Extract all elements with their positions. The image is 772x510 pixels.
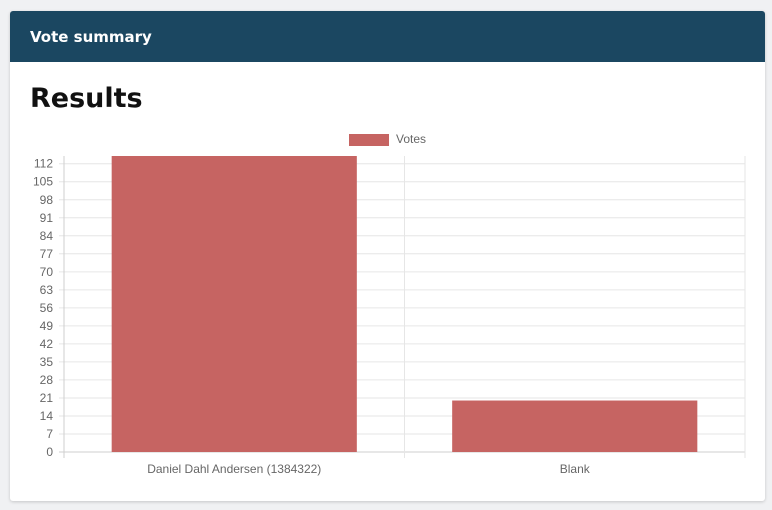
y-tick-label: 14 — [40, 409, 54, 423]
card-title: Vote summary — [30, 27, 152, 46]
y-tick-label: 77 — [40, 247, 54, 261]
x-tick-label: Blank — [560, 462, 591, 476]
x-axis: Daniel Dahl Andersen (1384322) Blank — [147, 462, 591, 476]
y-tick-label: 112 — [34, 157, 53, 171]
chart-legend[interactable]: Votes — [349, 132, 426, 146]
y-tick-label: 84 — [40, 229, 54, 243]
y-tick-label: 35 — [40, 355, 54, 369]
y-tick-label: 42 — [40, 337, 54, 351]
y-tick-label: 7 — [46, 427, 53, 441]
vote-summary-card: Vote summary Results Votes 0 7 14 21 28 35 42 4… — [10, 11, 765, 501]
results-heading: Results — [30, 83, 143, 114]
card-header: Vote summary — [10, 11, 765, 62]
y-tick-label: 98 — [40, 193, 54, 207]
y-tick-label: 28 — [40, 373, 54, 387]
y-tick-label: 91 — [40, 211, 54, 225]
x-tick-label: Daniel Dahl Andersen (1384322) — [147, 462, 321, 476]
votes-bar-chart: Votes 0 7 14 21 28 35 42 49 56 63 70 77 84 91 98 105 112… — [33, 132, 746, 476]
y-tick-label: 21 — [40, 391, 54, 405]
y-tick-label: 105 — [33, 175, 53, 189]
bar-candidate[interactable] — [111, 156, 357, 452]
y-tick-label: 49 — [40, 319, 54, 333]
y-axis: 0 7 14 21 28 35 42 49 56 63 70 77 84 91 98 105 112 — [33, 157, 53, 459]
legend-label-votes: Votes — [396, 132, 426, 146]
bar-blank[interactable] — [452, 400, 698, 452]
y-tick-label: 56 — [40, 301, 54, 315]
legend-swatch-votes — [349, 134, 389, 146]
y-tick-label: 63 — [40, 283, 54, 297]
chart-bars — [111, 156, 698, 452]
y-tick-label: 70 — [40, 265, 54, 279]
y-tick-label: 0 — [46, 445, 53, 459]
